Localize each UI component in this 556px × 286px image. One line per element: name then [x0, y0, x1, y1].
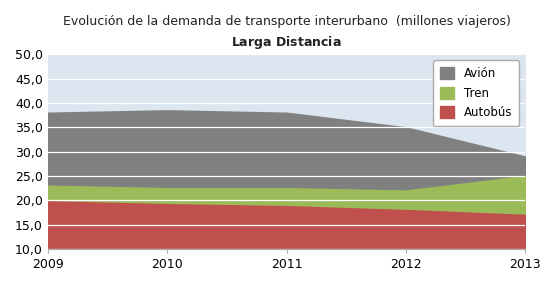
Title: Evolución de la demanda de transporte interurbano  (millones viajeros)
$\bf{Larg: Evolución de la demanda de transporte in…	[63, 15, 510, 51]
Legend: Avión, Tren, Autobús: Avión, Tren, Autobús	[433, 60, 519, 126]
